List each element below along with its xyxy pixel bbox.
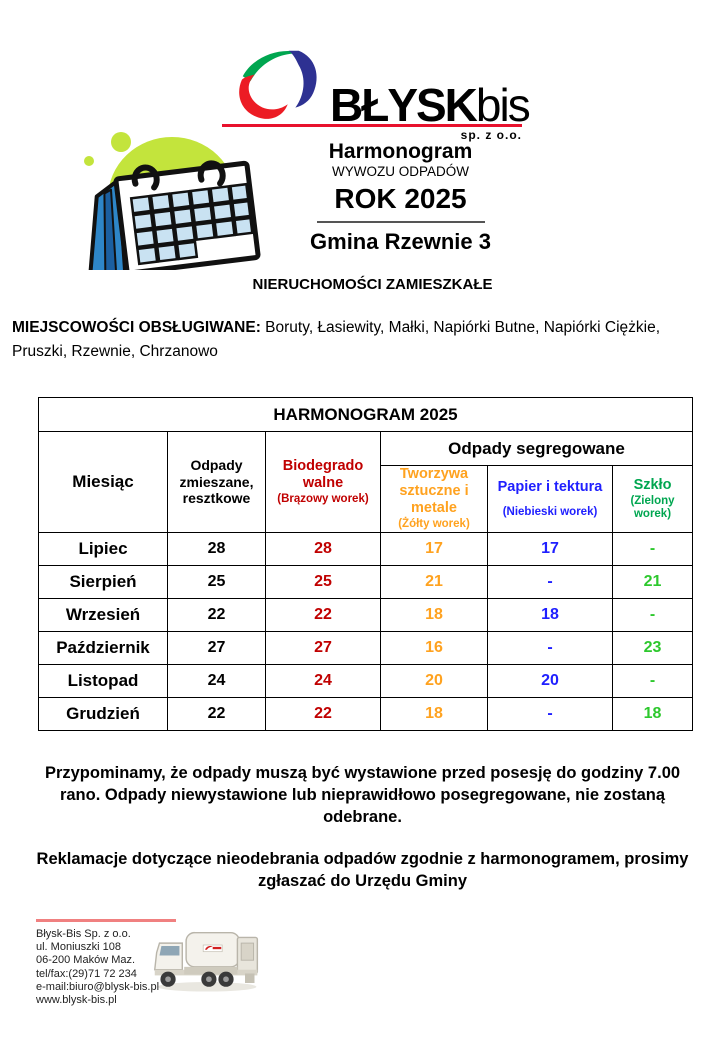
header-divider (316, 220, 485, 223)
table-row: Lipiec 28 28 17 17- (38, 531, 694, 566)
column-header-paper: Papier i tektura (Niebieski worek) (487, 465, 613, 533)
cell-bio: 22 (265, 696, 381, 731)
column-header-mixed-waste: Odpady zmieszane, resztkowe (167, 431, 266, 533)
cell-paper: 20 (487, 663, 613, 698)
property-type-title: NIERUCHOMOŚCI ZAMIESZKAŁE (252, 276, 493, 293)
cell-glass: 23 (611, 630, 694, 665)
cell-paper: - (487, 630, 613, 665)
cell-paper: 17 (487, 531, 613, 566)
cell-glass: - (611, 597, 694, 632)
table-header-row-1: Miesiąc Odpady zmieszane, resztkowe Biod… (38, 431, 694, 533)
cell-plastic: 20 (380, 663, 488, 698)
cell-plastic: 18 (380, 597, 488, 632)
logo-underline (222, 124, 522, 127)
table-row: Październik 27 27 16-23 (38, 630, 694, 665)
brand-suffix: bis (475, 79, 531, 131)
table-row: Listopad 24 24 20 20- (38, 663, 694, 698)
cell-mixed: 25 (167, 564, 266, 599)
column-header-biodegradable: Biodegrado walne (Brązowy worek) (265, 431, 381, 533)
cell-month: Październik (38, 630, 168, 665)
footer-line: tel/fax:(29)71 72 234 (36, 967, 137, 980)
footer-line: Błysk-Bis Sp. z o.o. (36, 928, 131, 940)
table-row: Grudzień 22 22 18-18 (38, 696, 694, 731)
cell-mixed: 24 (167, 663, 266, 698)
cell-bio: 22 (265, 597, 381, 632)
cell-plastic: 21 (380, 564, 488, 599)
cell-month: Wrzesień (38, 597, 168, 632)
footer-contact-block: Błysk-Bis Sp. z o.o. ul. Moniuszki 108 06-… (36, 928, 159, 1007)
page-subtitle: WYWOZU ODPADÓW (332, 164, 469, 180)
column-header-plastic-metal: Tworzywa sztuczne i metale (Żółty worek) (380, 465, 488, 533)
garbage-truck-image (153, 931, 259, 992)
cell-plastic: 18 (380, 696, 488, 731)
brand-name: BŁYSK (330, 79, 478, 131)
cell-mixed: 27 (167, 630, 266, 665)
cell-glass: 18 (611, 696, 694, 731)
municipality-title: Gmina Rzewnie 3 (310, 228, 491, 254)
year-title: ROK 2025 (334, 183, 467, 215)
cell-mixed: 22 (167, 597, 266, 632)
cell-glass: 21 (611, 564, 694, 599)
cell-glass: - (611, 531, 694, 566)
logo-subtitle: sp. z o.o. (460, 128, 522, 142)
company-logo: BŁYSK bis sp. z o.o. (222, 44, 531, 142)
cell-bio: 25 (265, 564, 381, 599)
cell-bio: 28 (265, 531, 381, 566)
table-row: Wrzesień 22 22 18 18- (38, 597, 694, 632)
group-header-segregated: Odpady segregowane (379, 431, 694, 466)
served-localities-label: MIEJSCOWOŚCI OBSŁUGIWANE: (12, 319, 261, 336)
page-title: Harmonogram (328, 140, 473, 163)
cell-mixed: 22 (167, 696, 266, 731)
footer-line: 06-200 Maków Maz. (36, 954, 136, 967)
cell-plastic: 17 (380, 531, 488, 566)
column-header-glass: Szkło (Zielony worek) (611, 465, 694, 533)
cell-plastic: 16 (380, 630, 488, 665)
calendar-clipart-icon (84, 132, 261, 270)
column-header-month: Miesiąc (38, 431, 168, 533)
table-title: HARMONOGRAM 2025 (37, 397, 694, 432)
cell-paper: - (487, 696, 613, 731)
cell-paper: - (487, 564, 613, 599)
table-title-row: HARMONOGRAM 2025 (37, 397, 694, 432)
schedule-table: HARMONOGRAM 2025 Miesiąc Odpady zmieszan… (37, 397, 694, 731)
cell-bio: 27 (265, 630, 381, 665)
footer-line: www.blysk-bis.pl (36, 993, 117, 1006)
cell-month: Lipiec (38, 531, 168, 566)
table-row: Sierpień 25 25 21-21 (38, 564, 694, 599)
complaints-note: Reklamacje dotyczące nieodebrania odpadó… (36, 850, 689, 890)
cell-mixed: 28 (167, 531, 266, 566)
logo-swoosh-icon (239, 50, 317, 119)
cell-month: Listopad (38, 663, 168, 698)
footer-line: e-mail:biuro@blysk-bis.pl (36, 980, 160, 993)
cell-month: Sierpień (38, 564, 168, 599)
table-header-row-2: Tworzywa sztuczne i metale (Żółty worek)… (39, 465, 694, 533)
reminder-note: Przypominamy, że odpady muszą być wystaw… (44, 764, 681, 826)
served-localities: MIEJSCOWOŚCI OBSŁUGIWANE: Boruty, Łasiew… (12, 316, 714, 364)
cell-glass: - (611, 663, 694, 698)
cell-bio: 24 (265, 663, 381, 698)
cell-month: Grudzień (38, 696, 168, 731)
served-localities-list: Boruty, Łasiewity, Małki, Napiórki Butne… (12, 319, 660, 361)
cell-paper: 18 (487, 597, 613, 632)
header-block: Harmonogram WYWOZU ODPADÓW ROK 2025 Gmin… (0, 140, 725, 255)
truck-logo (202, 944, 223, 953)
footer-divider (36, 919, 176, 922)
footer-line: ul. Moniuszki 108 (36, 941, 121, 954)
